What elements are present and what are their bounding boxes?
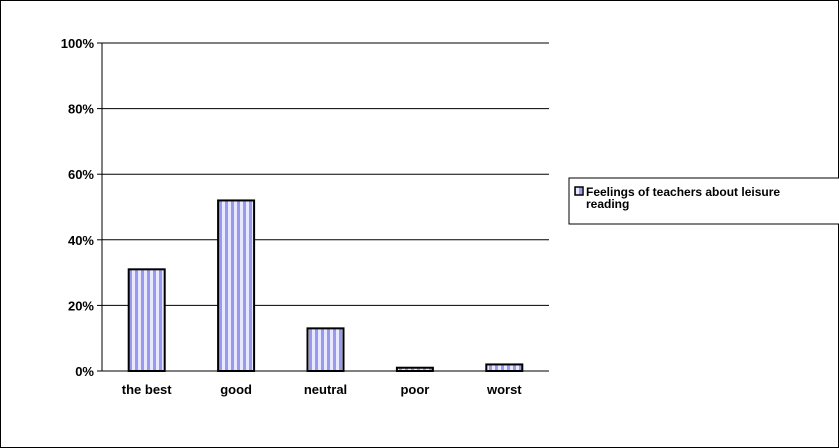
y-tick-label: 60%: [68, 167, 94, 182]
x-tick-labels: the best good neutral poor worst: [122, 382, 523, 397]
x-tick-label: neutral: [304, 382, 347, 397]
x-tick-label: the best: [122, 382, 173, 397]
gridlines: [97, 42, 549, 372]
y-tick-label: 40%: [68, 233, 94, 248]
plot-area: 0% 20% 40% 60% 80% 100% the best good neutral po…: [61, 36, 549, 397]
legend-label-line-1: Feelings of teachers about leisure: [586, 185, 780, 199]
bar: [306, 327, 345, 372]
legend-swatch: [574, 186, 584, 196]
y-tick-labels: 0% 20% 40% 60% 80% 100%: [61, 36, 95, 379]
y-tick-label: 20%: [68, 298, 94, 313]
bar: [217, 199, 256, 372]
bars: [127, 199, 524, 373]
x-tick-label: good: [220, 382, 252, 397]
y-tick-label: 0%: [75, 364, 94, 379]
axes: [101, 43, 549, 372]
legend-box: [568, 177, 839, 225]
y-tick-label: 100%: [61, 36, 95, 51]
x-tick-label: poor: [400, 382, 429, 397]
bar: [127, 268, 166, 373]
legend-label-line-2: reading: [586, 197, 629, 211]
y-tick-label: 80%: [68, 102, 94, 117]
x-tick-label: worst: [486, 382, 522, 397]
bar: [485, 363, 524, 373]
legend: Feelings of teachers about leisure readi…: [568, 177, 839, 225]
